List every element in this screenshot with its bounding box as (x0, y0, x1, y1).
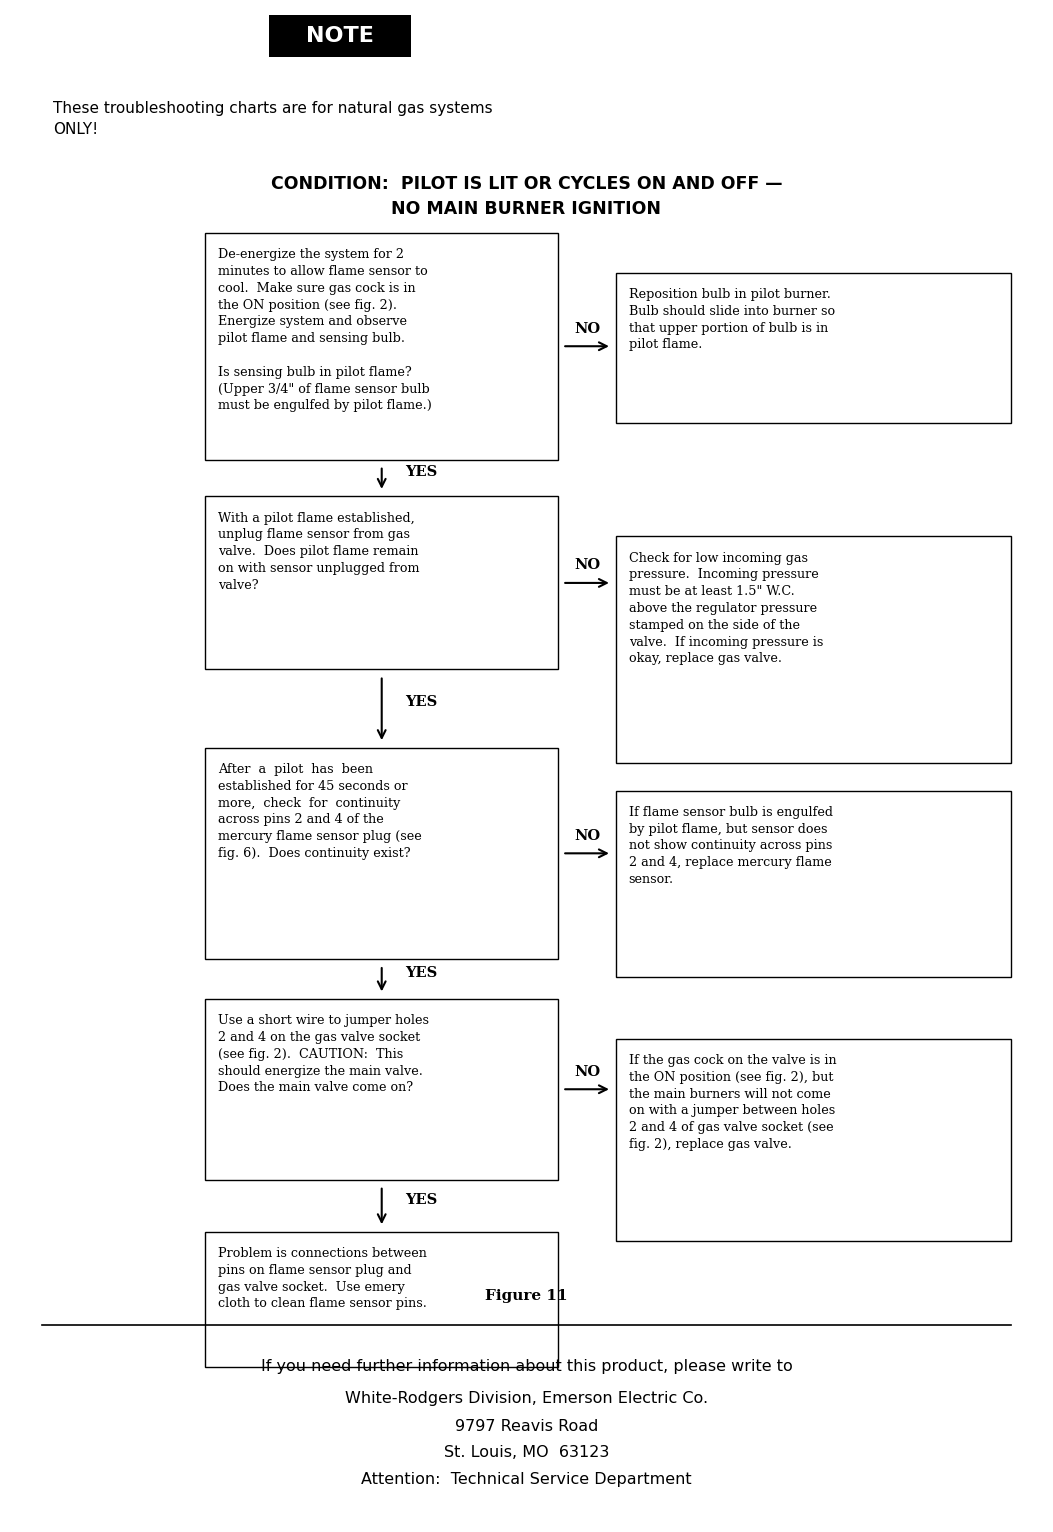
Text: YES: YES (404, 965, 437, 980)
Text: If the gas cock on the valve is in
the ON position (see fig. 2), but
the main bu: If the gas cock on the valve is in the O… (629, 1054, 836, 1151)
Text: After  a  pilot  has  been
established for 45 seconds or
more,  check  for  cont: After a pilot has been established for 4… (218, 763, 421, 859)
Text: CONDITION:  PILOT IS LIT OR CYCLES ON AND OFF —
NO MAIN BURNER IGNITION: CONDITION: PILOT IS LIT OR CYCLES ON AND… (271, 175, 782, 218)
Text: St. Louis, MO  63123: St. Louis, MO 63123 (443, 1445, 610, 1460)
Text: 9797 Reavis Road: 9797 Reavis Road (455, 1419, 598, 1434)
Text: Use a short wire to jumper holes
2 and 4 on the gas valve socket
(see fig. 2).  : Use a short wire to jumper holes 2 and 4… (218, 1014, 429, 1094)
FancyBboxPatch shape (205, 999, 558, 1180)
FancyBboxPatch shape (269, 15, 411, 57)
Text: These troubleshooting charts are for natural gas systems
ONLY!: These troubleshooting charts are for nat… (53, 101, 492, 136)
Text: With a pilot flame established,
unplug flame sensor from gas
valve.  Does pilot : With a pilot flame established, unplug f… (218, 512, 419, 591)
Text: Check for low incoming gas
pressure.  Incoming pressure
must be at least 1.5" W.: Check for low incoming gas pressure. Inc… (629, 552, 823, 665)
FancyBboxPatch shape (616, 1039, 1011, 1241)
FancyBboxPatch shape (616, 791, 1011, 977)
FancyBboxPatch shape (205, 496, 558, 669)
Text: Problem is connections between
pins on flame sensor plug and
gas valve socket.  : Problem is connections between pins on f… (218, 1247, 426, 1310)
Text: Figure 11: Figure 11 (485, 1288, 568, 1304)
Text: White-Rodgers Division, Emerson Electric Co.: White-Rodgers Division, Emerson Electric… (345, 1391, 708, 1406)
FancyBboxPatch shape (205, 1232, 558, 1367)
Text: De-energize the system for 2
minutes to allow flame sensor to
cool.  Make sure g: De-energize the system for 2 minutes to … (218, 248, 432, 412)
Text: NO: NO (574, 1065, 600, 1079)
Text: NO: NO (574, 558, 600, 573)
FancyBboxPatch shape (205, 233, 558, 460)
Text: If flame sensor bulb is engulfed
by pilot flame, but sensor does
not show contin: If flame sensor bulb is engulfed by pilo… (629, 806, 833, 885)
FancyBboxPatch shape (616, 273, 1011, 423)
Text: YES: YES (404, 1192, 437, 1207)
FancyBboxPatch shape (205, 748, 558, 959)
Text: NOTE: NOTE (305, 26, 374, 46)
Text: Attention:  Technical Service Department: Attention: Technical Service Department (361, 1472, 692, 1488)
Text: If you need further information about this product, please write to: If you need further information about th… (261, 1359, 792, 1374)
Text: NO: NO (574, 322, 600, 336)
FancyBboxPatch shape (616, 536, 1011, 763)
Text: YES: YES (404, 696, 437, 709)
Text: NO: NO (574, 829, 600, 843)
Text: YES: YES (404, 464, 437, 480)
Text: Reposition bulb in pilot burner.
Bulb should slide into burner so
that upper por: Reposition bulb in pilot burner. Bulb sh… (629, 288, 835, 351)
